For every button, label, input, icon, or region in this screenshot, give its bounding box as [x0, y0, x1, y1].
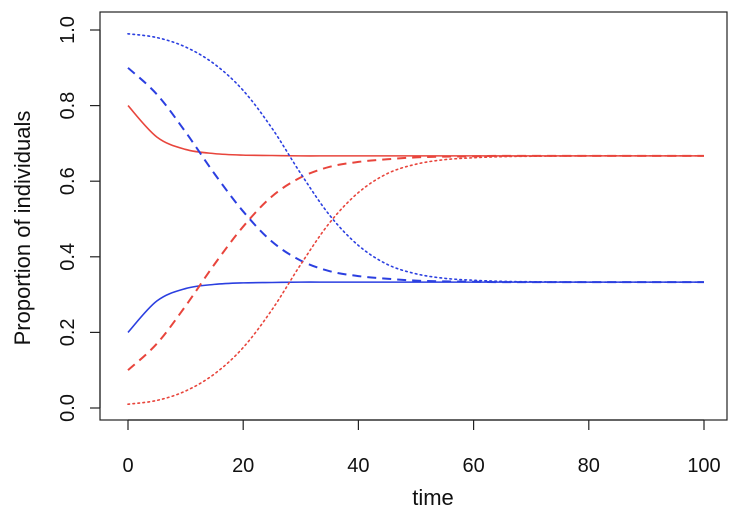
y-tick-label: 0.6	[57, 167, 79, 195]
series-line-red-dotted	[127, 155, 705, 406]
x-tick-label: 0	[122, 455, 133, 477]
y-axis-title: Proportion of individuals	[10, 111, 35, 346]
x-tick-label: 40	[347, 455, 369, 477]
x-axis: 0 20 40 60 80 100	[122, 419, 721, 477]
y-tick-label: 0.0	[57, 394, 79, 422]
x-tick-label: 100	[687, 455, 720, 477]
y-tick-label: 0.2	[57, 318, 79, 346]
y-tick-label: 0.8	[57, 92, 79, 120]
y-tick-label: 0.4	[57, 243, 79, 271]
series-line-blue-dashed	[127, 67, 704, 284]
series-layer	[127, 32, 705, 406]
x-tick-label: 80	[578, 455, 600, 477]
plot-frame	[99, 11, 728, 421]
x-tick-label: 60	[462, 455, 484, 477]
x-axis-title: time	[412, 485, 454, 510]
series-line-red-dashed	[127, 154, 704, 371]
y-axis: 0.0 0.2 0.4 0.6 0.8 1.0	[57, 16, 101, 422]
series-line-blue-dotted	[127, 32, 705, 283]
series-line-blue-solid	[127, 281, 704, 333]
series-line-red-solid	[127, 105, 704, 157]
y-tick-label: 1.0	[57, 16, 79, 44]
x-tick-label: 20	[232, 455, 254, 477]
